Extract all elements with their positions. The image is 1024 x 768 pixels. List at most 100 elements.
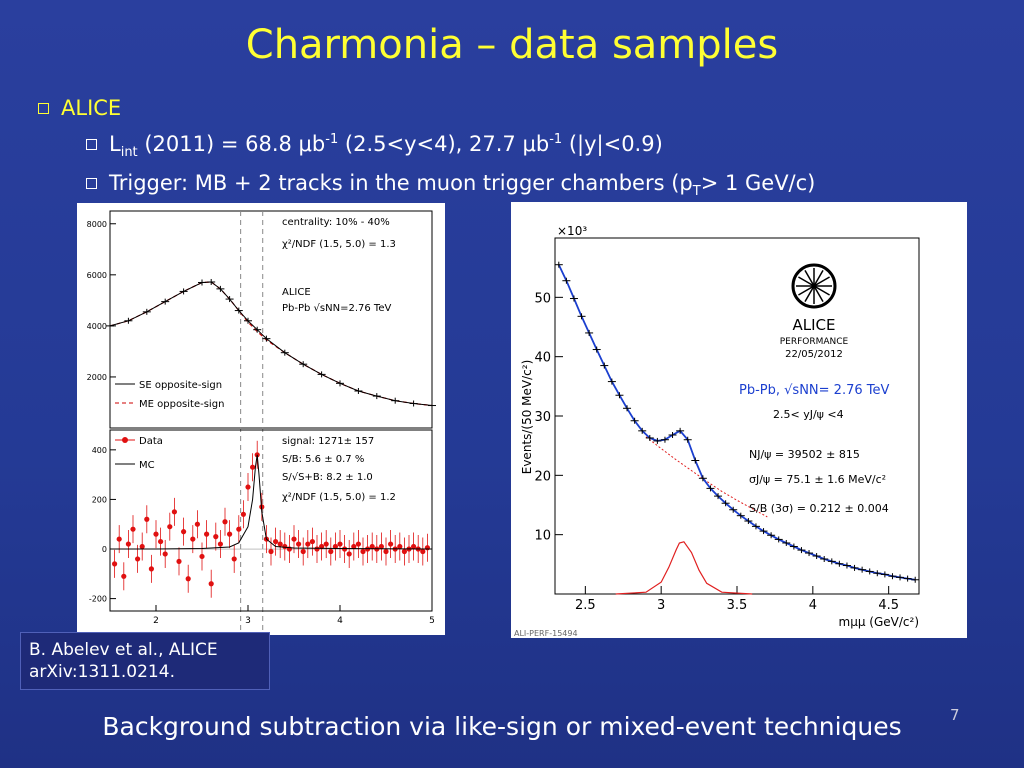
right-annotation-rapidity: 2.5< yJ/ψ <4 (773, 408, 844, 421)
performance-label: PERFORMANCE (780, 337, 849, 347)
data-point (171, 509, 177, 515)
figure-id-label: ALI-PERF-15494 (514, 629, 578, 638)
lum-d: (|y|<0.9) (562, 132, 663, 156)
data-point (231, 556, 237, 562)
performance-date: 22/05/2012 (785, 349, 843, 360)
data-point (323, 541, 329, 547)
data-point (153, 531, 159, 537)
data-point (217, 541, 223, 547)
right-plot-frame (554, 237, 920, 595)
data-point (332, 543, 338, 550)
data-point (236, 526, 242, 532)
bullet-alice: ALICE (38, 93, 815, 124)
bottom-ytick-label: 200 (92, 495, 107, 504)
data-point (296, 541, 302, 547)
right-ytick-label: 20 (534, 469, 551, 484)
right-ylabel: Events/(50 MeV/c²) (520, 360, 534, 475)
data-point (424, 545, 430, 551)
data-point (139, 543, 145, 550)
data-point (204, 531, 210, 537)
data-point (148, 566, 154, 572)
checkbox-bullet-icon (86, 139, 97, 150)
right-xtick-label: 4 (809, 598, 817, 613)
citation-box: B. Abelev et al., ALICE arXiv:1311.0214. (20, 632, 270, 690)
alice-logo (791, 263, 837, 309)
data-point (401, 548, 407, 555)
data-point (305, 541, 311, 547)
signal-fit-line (615, 541, 753, 595)
data-point (162, 551, 168, 557)
alice-logo-spoke (813, 285, 824, 302)
data-point (250, 464, 256, 470)
data-point (144, 516, 150, 522)
checkbox-bullet-icon (86, 178, 97, 190)
bullet-luminosity: Lint (2011) = 68.8 μb-1 (2.5<y<4), 27.7 … (38, 124, 815, 168)
bottom-ytick-label: -200 (89, 595, 107, 604)
legend-me-label: ME opposite-sign (139, 399, 224, 410)
data-point (383, 548, 389, 555)
data-point (213, 534, 219, 540)
data-point (199, 553, 205, 560)
data-point (360, 548, 366, 555)
right-y-multiplier: ×10³ (557, 224, 587, 238)
data-point (112, 561, 118, 567)
lum-mu1: μ (298, 132, 312, 156)
data-point (121, 573, 127, 579)
alice-logo-spoke (813, 276, 830, 287)
alice-logo-spoke (813, 270, 824, 287)
lum-exp2: -1 (549, 132, 563, 147)
trig-b: > 1 GeV/c) (700, 171, 816, 196)
top-annotation-system: Pb-Pb √sNN=2.76 TeV (282, 303, 391, 314)
data-point (388, 541, 394, 547)
bottom-annotation-significance: S/√S+B: 8.2 ± 1.0 (282, 472, 373, 483)
trig-t: T (692, 184, 701, 200)
top-pad-frame (109, 210, 433, 429)
lum-b2: b (535, 132, 550, 156)
lum-l: L (109, 132, 121, 156)
footer-text: Background subtraction via like-sign or … (102, 712, 902, 741)
right-annotation-njpsi: NJ/ψ = 39502 ± 815 (749, 448, 860, 461)
legend-se-label: SE opposite-sign (139, 380, 222, 391)
left-figure-panel: 8000 6000 4000 2000 centrality: 10% - 40% χ²/… (77, 203, 445, 635)
data-point (176, 558, 182, 565)
data-point (397, 543, 403, 550)
bottom-xtick-label: 3 (245, 616, 251, 626)
bottom-ytick-label: 0 (102, 545, 107, 554)
data-point (291, 536, 297, 542)
data-point (181, 529, 187, 535)
data-point (369, 543, 375, 550)
bottom-annotation-signal: signal: 1271± 157 (282, 436, 374, 447)
data-point (282, 543, 288, 550)
data-point (116, 536, 122, 542)
data-point (167, 524, 173, 530)
right-annotation-sb: S/B (3σ) = 0.212 ± 0.004 (749, 502, 889, 515)
lum-b1: b (311, 132, 326, 156)
data-point (328, 548, 334, 555)
top-annotation-centrality: centrality: 10% - 40% (282, 217, 390, 228)
legend-data-label: Data (139, 436, 163, 447)
lum-mu2: μ (522, 132, 536, 156)
data-point (222, 519, 228, 525)
data-point (268, 548, 274, 555)
data-point (314, 546, 320, 552)
data-point (277, 541, 283, 547)
right-xtick-label: 4.5 (878, 598, 899, 613)
right-xtick-label: 3.5 (727, 598, 748, 613)
mc-line (110, 454, 433, 550)
alice-logo-spoke (804, 285, 815, 302)
citation-line2: arXiv:1311.0214. (29, 662, 175, 682)
alice-logo-spoke (813, 285, 830, 296)
top-annotation-chi2: χ²/NDF (1.5, 5.0) = 1.3 (282, 239, 396, 250)
se-opposite-sign-line (109, 281, 433, 406)
bullet-alice-text: ALICE (61, 96, 122, 120)
bullet-trigger: Trigger: MB + 2 tracks in the muon trigg… (38, 168, 815, 207)
data-point (190, 536, 196, 542)
lum-exp1: -1 (325, 132, 339, 147)
data-point (309, 538, 315, 545)
bottom-annotation-sb: S/B: 5.6 ± 0.7 % (282, 454, 364, 465)
data-point (185, 576, 191, 582)
data-point (411, 543, 417, 550)
lum-c: (2.5<y<4), 27.7 (338, 132, 523, 156)
bottom-xtick-label: 2 (153, 616, 159, 626)
